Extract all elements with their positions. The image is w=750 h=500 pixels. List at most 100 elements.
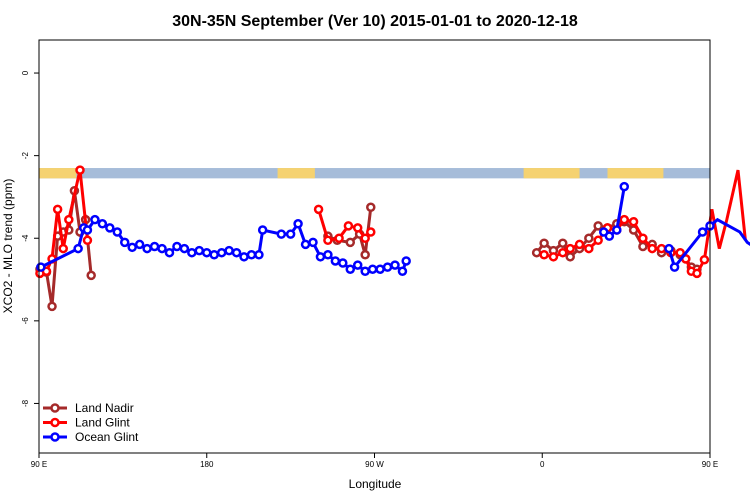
data-point — [352, 260, 363, 270]
data-point — [293, 219, 303, 229]
data-point — [82, 235, 93, 246]
data-point — [334, 233, 344, 243]
data-point — [692, 268, 702, 279]
legend-label: Land Nadir — [75, 401, 134, 415]
data-point — [647, 243, 657, 254]
data-point — [216, 247, 227, 258]
x-tick-label: 180 — [200, 460, 214, 469]
data-point — [669, 262, 680, 272]
data-point — [194, 245, 205, 256]
data-point — [338, 258, 348, 268]
data-point — [375, 264, 385, 274]
data-point — [382, 262, 393, 272]
land-strip-segment — [277, 168, 315, 179]
data-point — [360, 250, 370, 260]
data-point — [401, 256, 411, 266]
data-point — [73, 243, 83, 254]
data-point — [343, 221, 354, 231]
data-point — [360, 266, 370, 277]
data-point — [231, 247, 242, 258]
data-point — [142, 243, 152, 254]
legend-marker — [50, 403, 60, 413]
data-point — [366, 227, 376, 237]
data-point — [366, 202, 376, 213]
data-point — [308, 237, 318, 248]
data-point — [285, 229, 296, 239]
data-point — [90, 214, 100, 225]
x-tick-label: 90 W — [365, 460, 384, 469]
data-point — [584, 233, 594, 243]
data-point — [82, 225, 93, 235]
data-point — [574, 239, 585, 250]
data-point — [239, 252, 249, 262]
data-point — [352, 223, 363, 233]
data-point — [187, 247, 197, 258]
data-point — [656, 243, 667, 254]
data-point — [97, 219, 108, 229]
y-tick-label: -4 — [21, 234, 30, 242]
data-point — [397, 266, 408, 277]
data-point — [604, 231, 615, 241]
data-point — [345, 237, 356, 248]
data-point — [172, 241, 182, 252]
y-axis-label: XCO2 - MLO trend (ppm) — [1, 179, 15, 314]
x-axis-label: Longitude — [349, 477, 402, 491]
data-point — [531, 247, 542, 258]
data-point — [675, 247, 685, 258]
data-point — [127, 242, 137, 253]
data-point — [558, 238, 568, 248]
data-point — [58, 243, 68, 254]
x-tick-label: 0 — [540, 460, 545, 469]
data-point — [360, 233, 370, 243]
x-tick-label: 90 E — [702, 460, 718, 469]
data-point — [149, 241, 160, 252]
land-strip-segment — [607, 168, 664, 179]
data-point — [390, 260, 400, 270]
legend-label: Land Glint — [75, 416, 130, 430]
data-point — [548, 252, 559, 262]
data-point — [345, 264, 356, 274]
data-point — [209, 250, 219, 260]
data-point — [593, 221, 603, 231]
y-tick-label: -8 — [21, 399, 30, 407]
x-tick-label: 90 E — [31, 460, 47, 469]
data-point — [47, 301, 57, 312]
data-point — [539, 250, 549, 260]
data-point — [157, 243, 167, 254]
data-point — [323, 250, 333, 260]
y-tick-label: -6 — [21, 317, 30, 325]
data-point — [64, 214, 74, 225]
data-point — [105, 223, 115, 233]
data-point — [300, 239, 311, 250]
data-point — [134, 239, 145, 250]
data-point — [565, 243, 575, 254]
data-point — [330, 256, 341, 266]
ocean-strip — [39, 168, 710, 179]
data-point — [75, 165, 85, 175]
data-point — [246, 250, 257, 260]
series-1 — [35, 165, 747, 279]
land-strip-segment — [523, 168, 580, 179]
data-point — [257, 225, 268, 235]
data-point — [699, 254, 710, 265]
land-strip-segment — [39, 168, 77, 179]
data-point — [628, 216, 639, 227]
data-point — [323, 235, 333, 246]
data-point — [224, 245, 234, 256]
data-point — [593, 235, 603, 246]
chart-title: 30N-35N September (Ver 10) 2015-01-01 to… — [172, 13, 578, 30]
data-point — [565, 252, 575, 262]
data-point — [119, 237, 130, 248]
data-point — [367, 264, 378, 274]
series-line — [327, 207, 373, 256]
data-point — [664, 243, 674, 254]
data-point — [313, 204, 324, 215]
series-line — [39, 169, 89, 275]
data-point — [179, 243, 190, 254]
data-point — [558, 247, 568, 258]
data-point — [164, 247, 175, 258]
y-tick-label: -2 — [21, 152, 30, 160]
legend-marker — [50, 432, 60, 442]
series-2 — [36, 181, 750, 277]
